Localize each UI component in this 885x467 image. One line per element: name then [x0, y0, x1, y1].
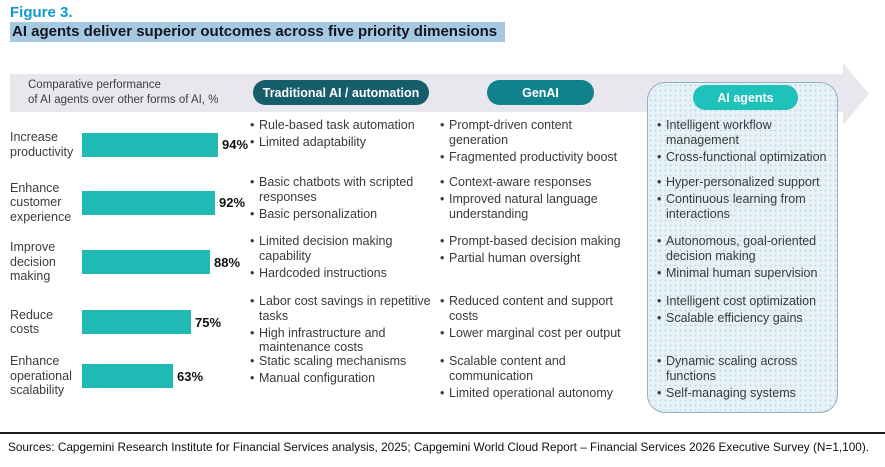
- bar-reduce-costs: [82, 310, 191, 334]
- bullet-item: Limited decision making capability: [250, 234, 432, 264]
- dimension-label: Enhance operational scalability: [10, 354, 72, 398]
- traditional-ai-bullets: Basic chatbots with scripted responses B…: [250, 173, 432, 232]
- spacer: [645, 232, 657, 292]
- bar-operational-scalability: [82, 364, 173, 389]
- dimension-label: Increase productivity: [10, 130, 74, 159]
- arrow-head-icon: [843, 63, 869, 125]
- spacer: [645, 292, 657, 352]
- ai-agents-bullets: Hyper-personalized support Continuous le…: [657, 173, 839, 232]
- dimension-label: Improve decision making: [10, 240, 56, 284]
- chart-caption: Comparative performance of AI agents ove…: [28, 79, 219, 107]
- bar-group: 88%: [82, 250, 240, 274]
- bullet-item: Intelligent workflow management: [657, 118, 839, 148]
- bullet-item: Hyper-personalized support: [657, 175, 839, 190]
- bullet-item: Scalable content and communication: [440, 354, 632, 384]
- column-header-traditional-ai: Traditional AI / automation: [253, 80, 429, 105]
- spacer: [645, 173, 657, 232]
- dimension-label: Reduce costs: [10, 307, 54, 337]
- bar-group: 75%: [82, 310, 221, 334]
- figure-label: Figure 3.: [10, 4, 73, 21]
- bullet-item: Cross-functional optimization: [657, 150, 839, 165]
- bullet-item: Basic chatbots with scripted responses: [250, 175, 432, 205]
- bullet-item: Labor cost savings in repetitive tasks: [250, 294, 432, 324]
- bullet-item: Hardcoded instructions: [250, 266, 432, 281]
- bar-value-label: 88%: [214, 254, 241, 270]
- bullet-item: Rule-based task automation: [250, 118, 432, 133]
- bar-productivity: [82, 132, 218, 157]
- ai-agents-bullets: Intelligent cost optimization Scalable e…: [657, 292, 839, 352]
- dimension-label: Enhance customer experience: [10, 180, 72, 224]
- bullet-item: Lower marginal cost per output: [440, 326, 632, 341]
- bullet-item: Intelligent cost optimization: [657, 294, 839, 309]
- genai-bullets: Scalable content and communication Limit…: [440, 352, 632, 400]
- genai-bullets: Prompt-based decision making Partial hum…: [440, 232, 632, 292]
- genai-bullets: Reduced content and support costs Lower …: [440, 292, 632, 352]
- footer-divider: [0, 432, 885, 434]
- bullet-item: Prompt-driven content generation: [440, 118, 632, 148]
- dimension-row-decision-making: Improve decision making 88%: [10, 232, 250, 292]
- bar-group: 94%: [82, 132, 249, 157]
- bullet-item: Prompt-based decision making: [440, 234, 632, 249]
- traditional-ai-bullets: Labor cost savings in repetitive tasks H…: [250, 292, 432, 354]
- bullet-item: Context-aware responses: [440, 175, 632, 190]
- bar-customer-experience: [82, 190, 215, 215]
- bar-decision-making: [82, 250, 210, 274]
- bullet-item: Reduced content and support costs: [440, 294, 632, 324]
- bar-value-label: 63%: [177, 368, 204, 384]
- dimension-row-customer-experience: Enhance customer experience 92%: [10, 173, 250, 232]
- spacer: [645, 352, 657, 400]
- bullet-item: Continuous learning from interactions: [657, 192, 839, 222]
- bullet-item: Basic personalization: [250, 207, 432, 222]
- bullet-item: Scalable efficiency gains: [657, 311, 839, 326]
- bullet-item: Static scaling mechanisms: [250, 354, 432, 369]
- genai-bullets: Context-aware responses Improved natural…: [440, 173, 632, 232]
- figure-title: AI agents deliver superior outcomes acro…: [10, 22, 506, 42]
- bar-group: 92%: [82, 190, 246, 215]
- ai-agents-bullets: Autonomous, goal-oriented decision makin…: [657, 232, 839, 292]
- bullet-item: Minimal human supervision: [657, 266, 839, 281]
- bar-value-label: 94%: [222, 137, 249, 152]
- bullet-item: Limited operational autonomy: [440, 386, 632, 401]
- column-header-genai: GenAI: [487, 80, 594, 105]
- bullet-item: Dynamic scaling across functions: [657, 354, 839, 384]
- ai-agents-bullets: Intelligent workflow management Cross-fu…: [657, 116, 839, 173]
- dimension-row-operational-scalability: Enhance operational scalability 63%: [10, 352, 250, 400]
- bar-group: 63%: [82, 364, 204, 389]
- column-header-ai-agents: AI agents: [693, 85, 798, 110]
- sources-text: Sources: Capgemini Research Institute fo…: [8, 440, 870, 454]
- bar-value-label: 92%: [219, 195, 246, 210]
- bullet-item: Autonomous, goal-oriented decision makin…: [657, 234, 839, 264]
- spacer: [645, 116, 657, 173]
- bullet-item: Partial human oversight: [440, 251, 632, 266]
- dimension-row-reduce-costs: Reduce costs 75%: [10, 292, 250, 352]
- bar-value-label: 75%: [195, 314, 222, 330]
- traditional-ai-bullets: Rule-based task automation Limited adapt…: [250, 116, 432, 173]
- bullet-item: Manual configuration: [250, 371, 432, 386]
- dimension-row-productivity: Increase productivity 94%: [10, 116, 250, 173]
- bullet-item: High infrastructure and maintenance cost…: [250, 326, 432, 356]
- traditional-ai-bullets: Static scaling mechanisms Manual configu…: [250, 352, 432, 400]
- ai-agents-bullets: Dynamic scaling across functions Self-ma…: [657, 352, 839, 400]
- bullet-item: Limited adaptability: [250, 135, 432, 150]
- bullet-item: Self-managing systems: [657, 386, 839, 401]
- traditional-ai-bullets: Limited decision making capability Hardc…: [250, 232, 432, 292]
- comparison-grid: Increase productivity 94% Rule-based tas…: [10, 116, 878, 400]
- bullet-item: Improved natural language understanding: [440, 192, 632, 222]
- genai-bullets: Prompt-driven content generation Fragmen…: [440, 116, 632, 173]
- bullet-item: Fragmented productivity boost: [440, 150, 632, 165]
